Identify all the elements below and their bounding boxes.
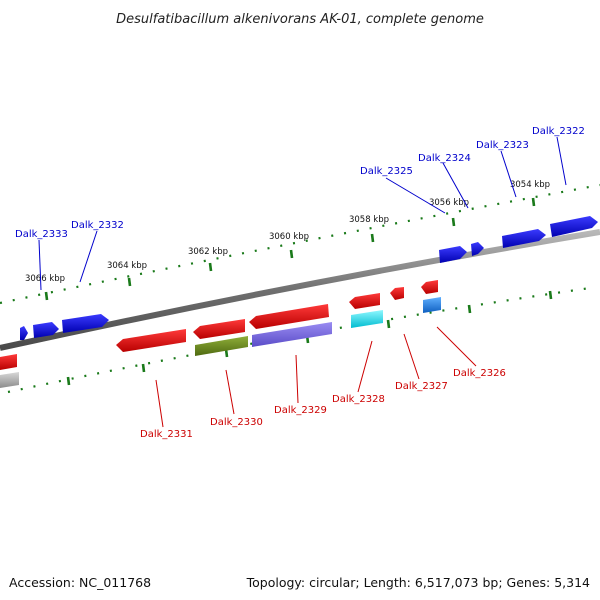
gene-dalk-2325[interactable] [439, 246, 467, 263]
gene-dalk-2324[interactable] [471, 242, 484, 256]
reverse-gene-labels: Dalk_2331 Dalk_2330 Dalk_2329 Dalk_2328 … [140, 368, 506, 440]
gene-dalk-2330[interactable] [195, 336, 248, 356]
gene-label-dalk-2326[interactable]: Dalk_2326 [453, 368, 506, 379]
forward-gene-labels: Dalk_2333 Dalk_2332 Dalk_2325 Dalk_2324 … [15, 126, 585, 240]
gene-label-dalk-2330[interactable]: Dalk_2330 [210, 417, 263, 428]
tick-3066 [44, 291, 49, 301]
gene-dalk-2326-red[interactable] [421, 280, 438, 294]
tick-3060 [289, 249, 294, 259]
genome-backbone [0, 229, 600, 351]
gene-dalk-2332[interactable] [62, 314, 109, 333]
gene-dalk-2333[interactable] [33, 322, 59, 338]
tick-reverse [467, 304, 472, 314]
major-ticks-reverse [66, 290, 553, 386]
gene-label-dalk-2322[interactable]: Dalk_2322 [532, 126, 585, 137]
gene-dalk-2330-red[interactable] [193, 319, 245, 339]
topology-text: Topology: circular; Length: 6,517,073 bp… [246, 575, 590, 590]
gene-label-dalk-2333[interactable]: Dalk_2333 [15, 229, 68, 240]
ruler-label: 3064 kbp [107, 261, 147, 271]
gene-dalk-2326[interactable] [423, 297, 441, 313]
ruler-label: 3060 kbp [269, 232, 309, 242]
tick-3058 [370, 233, 375, 243]
tick-reverse [548, 290, 553, 300]
ruler-label: 3062 kbp [188, 247, 228, 257]
tick-reverse [66, 376, 71, 386]
forward-leaders [38, 136, 567, 291]
tick-3054 [531, 197, 536, 207]
ruler-label: 3054 kbp [510, 180, 550, 190]
tick-reverse [386, 319, 391, 329]
gene-label-dalk-2323[interactable]: Dalk_2323 [476, 140, 529, 151]
gene-dalk-2328[interactable] [351, 310, 383, 328]
gene-label-dalk-2325[interactable]: Dalk_2325 [360, 166, 413, 177]
gene-label-dalk-2331[interactable]: Dalk_2331 [140, 429, 193, 440]
gene-label-dalk-2332[interactable]: Dalk_2332 [71, 220, 124, 231]
forward-tick-track [0, 183, 600, 305]
ruler-labels: 3066 kbp 3064 kbp 3062 kbp 3060 kbp 3058… [25, 180, 550, 284]
ruler-label: 3066 kbp [25, 274, 65, 284]
gene-reverse-edge[interactable] [0, 354, 17, 370]
reverse-tick-track [7, 286, 591, 394]
gene-label-dalk-2328[interactable]: Dalk_2328 [332, 394, 385, 405]
gene-grey-edge[interactable] [0, 372, 19, 388]
gene-label-dalk-2327[interactable]: Dalk_2327 [395, 381, 448, 392]
gene-label-dalk-2329[interactable]: Dalk_2329 [274, 405, 327, 416]
reverse-genes [0, 280, 441, 388]
reverse-leaders [155, 326, 477, 428]
ruler-label: 3056 kbp [429, 198, 469, 208]
tick-3056 [451, 217, 456, 227]
tick-3064 [127, 277, 132, 287]
major-ticks-forward [44, 197, 536, 301]
ruler-label: 3058 kbp [349, 215, 389, 225]
forward-genes [20, 216, 598, 340]
tick-reverse [141, 363, 146, 373]
accession-text: Accession: NC_011768 [9, 575, 151, 590]
gene-dalk-2323[interactable] [502, 229, 546, 248]
gene-dalk-2329[interactable] [252, 322, 332, 347]
gene-dalk-2331[interactable] [116, 329, 186, 352]
gene-dalk-2322[interactable] [550, 216, 598, 237]
gene-forward-edge[interactable] [20, 326, 28, 340]
gene-dalk-2329-red[interactable] [249, 304, 329, 329]
gene-dalk-2327[interactable] [390, 287, 404, 300]
genome-title: Desulfatibacillum alkenivorans AK-01, co… [116, 12, 484, 27]
gene-label-dalk-2324[interactable]: Dalk_2324 [418, 153, 471, 164]
tick-3062 [208, 262, 213, 272]
gene-dalk-2328-red[interactable] [349, 293, 380, 309]
